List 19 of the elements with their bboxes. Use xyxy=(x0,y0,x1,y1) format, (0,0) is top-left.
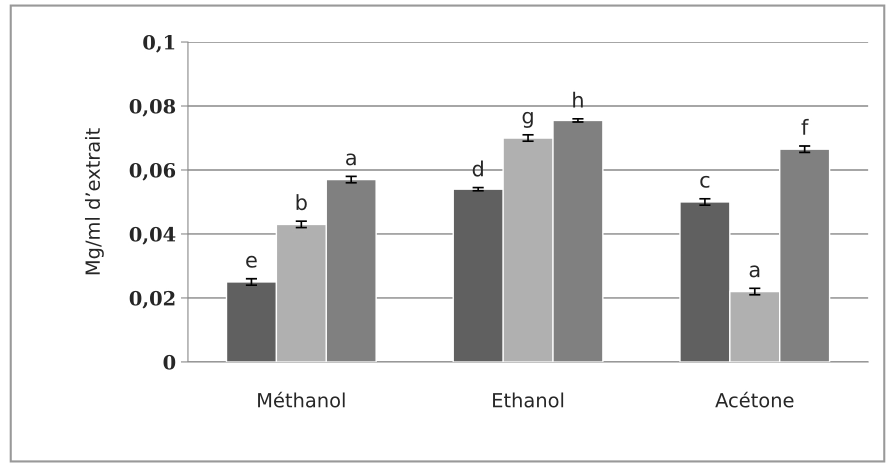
x-tick-label: Méthanol xyxy=(258,392,345,408)
y-tick-label: 0,08 xyxy=(130,98,176,117)
annotation: c xyxy=(700,176,710,188)
annotation: a xyxy=(346,153,356,166)
y-tick-label: 0,1 xyxy=(143,34,174,53)
x-tick-label: Acétone xyxy=(715,392,794,408)
annotation: e xyxy=(246,256,257,268)
annotation: d xyxy=(472,160,483,177)
y-tick-label: 0 xyxy=(164,354,176,370)
annotation: b xyxy=(296,194,307,210)
y-tick-label: 0,06 xyxy=(130,162,176,181)
annotation: f xyxy=(801,118,809,135)
y-tick-label: 0,04 xyxy=(130,226,176,245)
annotation: a xyxy=(750,265,760,278)
x-tick-label: Ethanol xyxy=(493,392,564,408)
annotation: h xyxy=(573,92,583,108)
y-axis-title: Mg/ml d’extrait xyxy=(84,128,104,274)
annotation: g xyxy=(522,112,533,128)
y-tick-label: 0,02 xyxy=(130,290,174,309)
